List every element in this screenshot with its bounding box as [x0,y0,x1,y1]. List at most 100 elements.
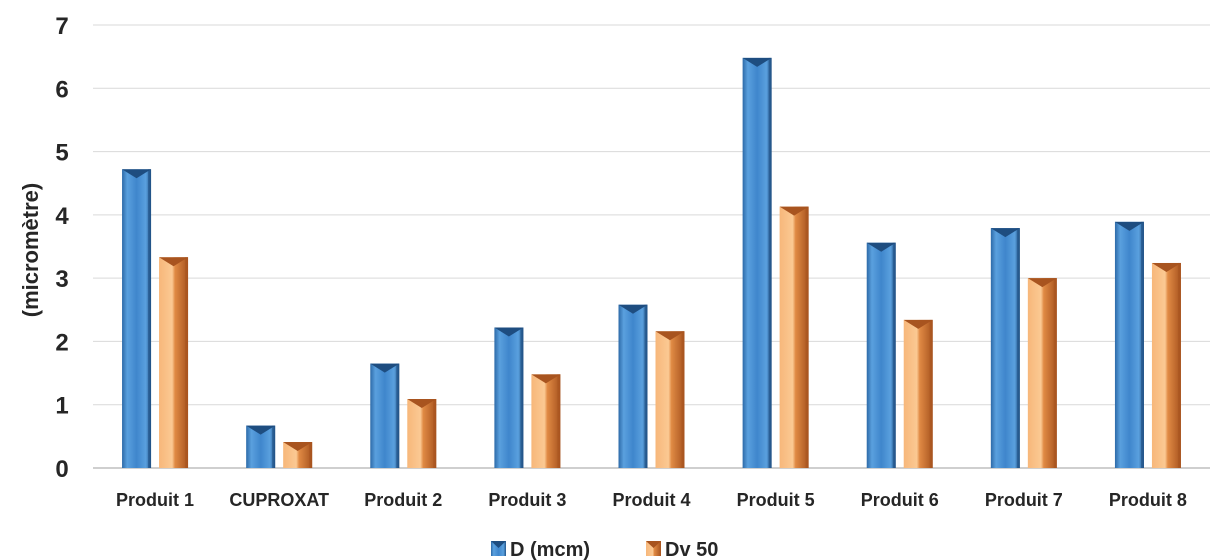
bar-body [531,374,561,468]
bar-body [742,57,772,469]
x-tick-label: Produit 3 [488,490,566,510]
legend-item-dv50: Dv 50 [646,539,718,560]
bar-d-mcm [990,228,1020,468]
y-tick-label: 0 [55,456,68,483]
bar-edge [309,442,313,468]
bar-d-mcm [246,425,276,468]
x-tick-label: CUPROXAT [229,490,329,510]
bar-bevel-top [246,425,276,435]
bar-edge [805,206,809,468]
x-axis-ticks: Produit 1 CUPROXAT Produit 2 Produit 3 Produ… [116,490,1187,510]
y-tick-label: 3 [55,266,68,293]
bar-bevel-top [903,319,933,329]
bar-edge [892,242,896,468]
bar-d-mcm [742,57,772,469]
bar-body [159,257,189,468]
bar-body [779,206,809,468]
x-tick-label: Produit 8 [1109,490,1187,510]
bar-body [990,228,1020,468]
bar-body [866,242,896,468]
legend-swatch-d-mcm-bevel [491,541,506,548]
y-axis-ticks: 0 1 2 3 4 5 6 7 [55,13,69,483]
bar-bevel-top [122,169,152,179]
y-tick-label: 2 [55,329,68,356]
bar-bevel-top [866,242,896,252]
bar-bevel-top [1027,278,1057,288]
y-axis-label: (micromètre) [18,183,43,317]
legend-swatch-dv50 [646,541,661,556]
bar-bevel-top [283,442,313,452]
bar-bevel-top [531,374,561,384]
bar-body [1151,262,1181,468]
x-tick-label: Produit 7 [985,490,1063,510]
y-tick-label: 4 [55,203,69,230]
bar-edge [681,331,685,468]
bar-body [370,363,400,468]
legend-item-d-mcm: D (mcm) [491,539,590,560]
bar-bevel-top [1114,221,1144,231]
bar-bevel-top [779,206,809,216]
bar-dv50 [779,206,809,468]
bar-body [407,399,437,468]
x-tick-label: Produit 2 [364,490,442,510]
bar-edge [520,327,524,468]
bar-d-mcm [370,363,400,468]
y-tick-label: 6 [55,76,68,103]
bar-dv50 [283,442,313,468]
y-tick-label: 5 [55,140,68,167]
bar-bevel-top [742,57,772,67]
x-tick-label: Produit 4 [612,490,690,510]
bar-dv50 [655,331,685,468]
bar-edge [433,399,437,468]
bar-dv50 [159,257,189,468]
bar-d-mcm [1114,221,1144,468]
bar-d-mcm [866,242,896,468]
bar-dv50 [903,319,933,468]
bars [122,57,1181,469]
bar-d-mcm [494,327,524,468]
bar-edge [768,57,772,469]
bar-edge [1177,262,1181,468]
bar-bevel-top [618,304,648,314]
bar-body [903,319,933,468]
bar-edge [929,319,933,468]
bar-body [1114,221,1144,468]
y-tick-label: 7 [55,13,68,40]
bar-edge [557,374,561,468]
bar-edge [644,304,648,468]
bar-edge [396,363,400,468]
bar-body [618,304,648,468]
bar-bevel-top [407,399,437,409]
y-tick-label: 1 [55,393,68,420]
legend-label-dv50: Dv 50 [665,539,718,560]
bar-dv50 [1151,262,1181,468]
bar-dv50 [531,374,561,468]
bar-dv50 [1027,278,1057,468]
bar-bevel-top [655,331,685,341]
bar-edge [1016,228,1020,468]
legend-label-d-mcm: D (mcm) [510,539,590,560]
bar-edge [1140,221,1144,468]
bar-bevel-top [494,327,524,337]
bar-d-mcm [618,304,648,468]
gridlines [93,24,1210,469]
bar-body [122,169,152,468]
bar-bevel-top [1151,262,1181,272]
bar-edge [1053,278,1057,468]
x-tick-label: Produit 5 [737,490,815,510]
bar-edge [148,169,152,468]
x-tick-label: Produit 1 [116,490,194,510]
bar-dv50 [407,399,437,468]
bar-edge [185,257,189,468]
bar-body [655,331,685,468]
bar-body [1027,278,1057,468]
bar-bevel-top [990,228,1020,238]
bar-bevel-top [159,257,189,267]
x-tick-label: Produit 6 [861,490,939,510]
bar-bevel-top [370,363,400,373]
legend: D (mcm) Dv 50 [491,539,718,560]
bar-body [494,327,524,468]
bar-edge [272,425,276,468]
bar-d-mcm [122,169,152,468]
